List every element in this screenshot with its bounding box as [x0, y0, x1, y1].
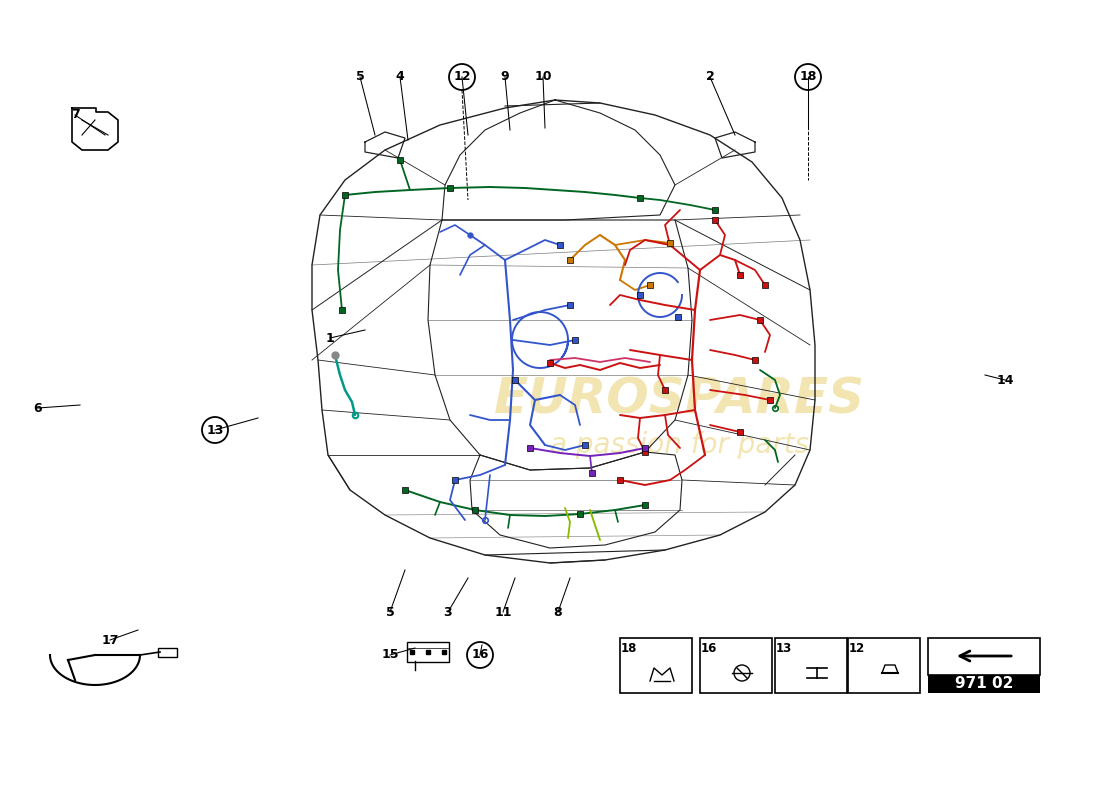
Text: 16: 16 — [701, 642, 717, 654]
Text: 18: 18 — [620, 642, 637, 654]
Text: 9: 9 — [500, 70, 509, 83]
Text: 14: 14 — [997, 374, 1014, 386]
Text: 15: 15 — [382, 649, 398, 662]
Text: 12: 12 — [849, 642, 865, 654]
Text: EUROSPARES: EUROSPARES — [494, 376, 866, 424]
Text: 2: 2 — [705, 70, 714, 83]
Text: 5: 5 — [355, 70, 364, 83]
Text: 971 02: 971 02 — [955, 677, 1013, 691]
Text: 16: 16 — [471, 649, 488, 662]
Text: 6: 6 — [34, 402, 42, 414]
Text: a passion for parts: a passion for parts — [550, 431, 810, 459]
Text: 13: 13 — [207, 423, 223, 437]
Text: 10: 10 — [535, 70, 552, 83]
Text: 12: 12 — [453, 70, 471, 83]
FancyBboxPatch shape — [928, 638, 1040, 675]
Text: 7: 7 — [70, 109, 79, 122]
Text: 5: 5 — [386, 606, 395, 618]
Text: 13: 13 — [776, 642, 792, 654]
Text: 1: 1 — [326, 331, 334, 345]
Text: 4: 4 — [396, 70, 405, 83]
Text: 3: 3 — [443, 606, 452, 618]
Text: 8: 8 — [553, 606, 562, 618]
FancyBboxPatch shape — [928, 675, 1040, 693]
Text: 11: 11 — [494, 606, 512, 618]
Text: 17: 17 — [101, 634, 119, 646]
Text: 18: 18 — [800, 70, 816, 83]
